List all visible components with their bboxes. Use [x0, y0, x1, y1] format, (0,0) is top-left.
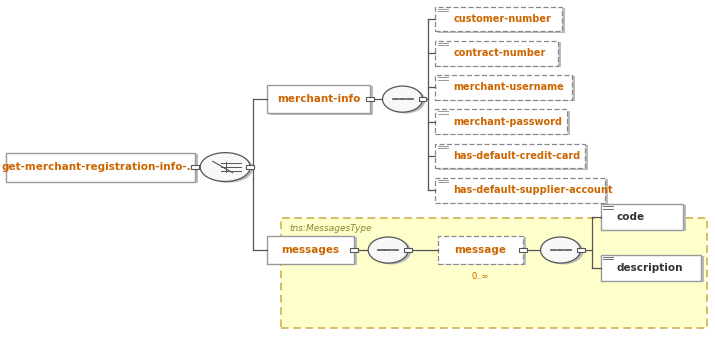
Text: merchant-username: merchant-username — [453, 82, 564, 93]
Text: contract-number: contract-number — [453, 48, 546, 58]
FancyBboxPatch shape — [438, 42, 561, 67]
Text: code: code — [616, 212, 644, 222]
Text: merchant-info: merchant-info — [277, 94, 360, 104]
Text: has-default-supplier-account: has-default-supplier-account — [453, 185, 613, 196]
Ellipse shape — [543, 238, 583, 264]
FancyBboxPatch shape — [367, 97, 375, 101]
Ellipse shape — [371, 238, 411, 264]
Text: customer-number: customer-number — [453, 14, 551, 24]
FancyBboxPatch shape — [435, 75, 572, 100]
FancyBboxPatch shape — [350, 248, 358, 252]
FancyBboxPatch shape — [270, 237, 357, 265]
FancyBboxPatch shape — [576, 248, 585, 252]
Text: has-default-credit-card: has-default-credit-card — [453, 151, 581, 161]
Text: tns:MessagesType: tns:MessagesType — [290, 224, 373, 233]
FancyBboxPatch shape — [435, 41, 558, 66]
FancyBboxPatch shape — [601, 204, 683, 230]
FancyBboxPatch shape — [438, 76, 575, 101]
FancyBboxPatch shape — [438, 111, 570, 135]
Text: description: description — [616, 263, 683, 273]
Text: merchant-password: merchant-password — [453, 117, 562, 127]
FancyBboxPatch shape — [267, 85, 370, 113]
FancyBboxPatch shape — [192, 165, 199, 169]
FancyBboxPatch shape — [405, 248, 413, 252]
FancyBboxPatch shape — [6, 153, 195, 182]
FancyBboxPatch shape — [438, 8, 565, 33]
FancyBboxPatch shape — [438, 236, 523, 264]
Text: messages: messages — [281, 245, 340, 255]
Text: get-merchant-registration-info-...: get-merchant-registration-info-... — [1, 162, 199, 172]
FancyBboxPatch shape — [435, 144, 585, 168]
Ellipse shape — [541, 237, 581, 263]
Ellipse shape — [203, 154, 253, 183]
FancyBboxPatch shape — [438, 145, 588, 170]
FancyBboxPatch shape — [603, 205, 686, 231]
FancyBboxPatch shape — [435, 109, 567, 134]
Ellipse shape — [383, 86, 423, 112]
FancyBboxPatch shape — [270, 86, 373, 115]
Ellipse shape — [200, 153, 250, 181]
FancyBboxPatch shape — [435, 7, 562, 31]
FancyBboxPatch shape — [603, 256, 704, 282]
FancyBboxPatch shape — [601, 255, 701, 281]
FancyBboxPatch shape — [246, 165, 255, 169]
FancyBboxPatch shape — [281, 218, 707, 328]
FancyBboxPatch shape — [438, 179, 608, 204]
Ellipse shape — [385, 87, 425, 114]
FancyBboxPatch shape — [267, 236, 354, 264]
FancyBboxPatch shape — [419, 97, 426, 101]
FancyBboxPatch shape — [9, 154, 198, 183]
Text: message: message — [455, 245, 506, 255]
FancyBboxPatch shape — [435, 178, 605, 203]
Text: 0..∞: 0..∞ — [472, 272, 489, 281]
Ellipse shape — [368, 237, 408, 263]
FancyBboxPatch shape — [519, 248, 528, 252]
FancyBboxPatch shape — [440, 237, 526, 265]
